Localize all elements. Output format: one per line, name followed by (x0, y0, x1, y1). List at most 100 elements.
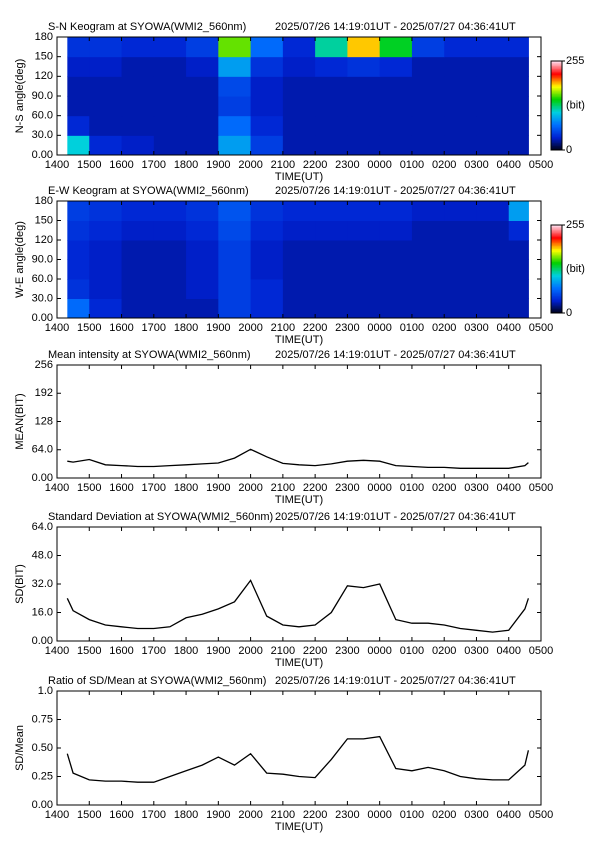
heatmap-cell (444, 96, 477, 117)
colorbar-swatch (551, 296, 562, 299)
heatmap-cell (121, 37, 155, 58)
heatmap-cell (315, 220, 348, 241)
colorbar-swatch (551, 117, 562, 120)
colorbar-swatch (551, 80, 562, 83)
heatmap-cell (89, 96, 123, 117)
colorbar-swatch (551, 249, 562, 252)
colorbar-swatch (551, 264, 562, 267)
colorbar-swatch (551, 95, 562, 98)
x-tick-label: 2300 (335, 645, 359, 657)
heatmap-cell (315, 37, 348, 58)
colorbar-swatch (551, 129, 562, 132)
colorbar-swatch (551, 257, 562, 260)
colorbar-swatch (551, 239, 562, 242)
heatmap-cell (67, 96, 90, 117)
colorbar-swatch (551, 271, 562, 274)
colorbar-swatch (551, 68, 562, 71)
x-tick-label: 1500 (77, 645, 101, 657)
colorbar-tick-label: 0 (566, 307, 572, 319)
heatmap-cell (315, 279, 348, 299)
colorbar-swatch (551, 280, 562, 283)
colorbar-swatch (551, 141, 562, 144)
colorbar-swatch (551, 273, 562, 276)
colorbar-swatch (551, 247, 562, 249)
x-axis-label: TIME(UT) (275, 494, 323, 506)
y-tick-label: 64.0 (32, 521, 53, 533)
y-tick-label: 128 (35, 415, 53, 427)
heatmap-cell (121, 56, 155, 77)
x-tick-label: 1500 (77, 809, 101, 821)
colorbar-swatch (551, 115, 562, 118)
x-tick-label: 0200 (432, 482, 456, 494)
x-axis-label: TIME(UT) (275, 821, 323, 833)
heatmap-cell (186, 37, 219, 58)
colorbar-swatch (551, 139, 562, 142)
heatmap-cell (476, 96, 510, 117)
x-tick-label: 1800 (174, 159, 198, 171)
chart-title: Standard Deviation at SYOWA(WMI2_560nm) (48, 511, 273, 523)
heatmap-cell (315, 201, 348, 221)
chart-title: Ratio of SD/Mean at SYOWA(WMI2_560nm) (48, 675, 266, 687)
heatmap-cell (347, 56, 381, 77)
colorbar-swatch (551, 121, 562, 124)
heatmap-cell (121, 240, 155, 260)
colorbar-swatch (551, 254, 562, 257)
colorbar-swatch (551, 289, 562, 292)
heatmap-cell (444, 115, 477, 136)
heatmap-cell (411, 259, 445, 280)
y-axis-label: MEAN(BIT) (14, 393, 26, 449)
heatmap-cell (508, 96, 529, 117)
y-tick-label: 48.0 (32, 549, 53, 561)
heatmap-cell (153, 56, 187, 77)
x-tick-label: 2000 (238, 809, 262, 821)
colorbar-swatch (551, 63, 562, 66)
y-tick-label: 0.00 (32, 799, 53, 811)
x-tick-label: 2100 (271, 322, 295, 334)
colorbar-swatch (551, 260, 562, 263)
colorbar-swatch (551, 301, 562, 304)
x-tick-label: 2300 (335, 322, 359, 334)
x-tick-label: 0300 (464, 322, 488, 334)
heatmap-cell (508, 201, 529, 221)
y-tick-label: 192 (35, 387, 53, 399)
x-tick-label: 0100 (400, 809, 424, 821)
heatmap-cell (411, 56, 445, 77)
x-tick-label: 2000 (238, 645, 262, 657)
heatmap-cell (476, 259, 510, 280)
heatmap-cell (315, 298, 348, 319)
colorbar-swatch (551, 62, 562, 65)
colorbar-swatch (551, 236, 562, 239)
heatmap-cell (282, 201, 316, 221)
heatmap-cell (379, 135, 413, 156)
colorbar-swatch (551, 109, 562, 112)
colorbar-swatch (551, 69, 562, 72)
colorbar-swatch (551, 130, 562, 133)
heatmap-cell (411, 201, 445, 221)
plot-frame (56, 690, 542, 806)
colorbar-swatch (551, 133, 562, 136)
heatmap-cell (218, 279, 252, 299)
heatmap-cell (250, 37, 284, 58)
heatmap-cell (282, 298, 316, 319)
colorbar-swatch (551, 288, 562, 291)
heatmap-cell (67, 115, 90, 136)
heatmap-cell (508, 76, 529, 97)
heatmap-cell (315, 96, 348, 117)
heatmap-cell (347, 201, 381, 221)
x-axis-label: TIME(UT) (275, 171, 323, 183)
y-tick-label: 90.0 (32, 253, 53, 265)
heatmap-cell (282, 240, 316, 260)
colorbar-tick-label: 255 (566, 55, 584, 67)
colorbar-swatch (551, 226, 562, 229)
colorbar-swatch (551, 118, 562, 121)
heatmap-cell (379, 76, 413, 97)
colorbar-swatch (551, 101, 562, 104)
colorbar-swatch (551, 241, 562, 244)
x-tick-label: 1800 (174, 482, 198, 494)
y-axis-label: W-E angle(deg) (14, 221, 26, 298)
colorbar-swatch (551, 276, 562, 279)
heatmap-cell (315, 115, 348, 136)
heatmap-cell (444, 298, 477, 319)
colorbar-swatch (551, 126, 562, 129)
heatmap-cell (379, 56, 413, 77)
